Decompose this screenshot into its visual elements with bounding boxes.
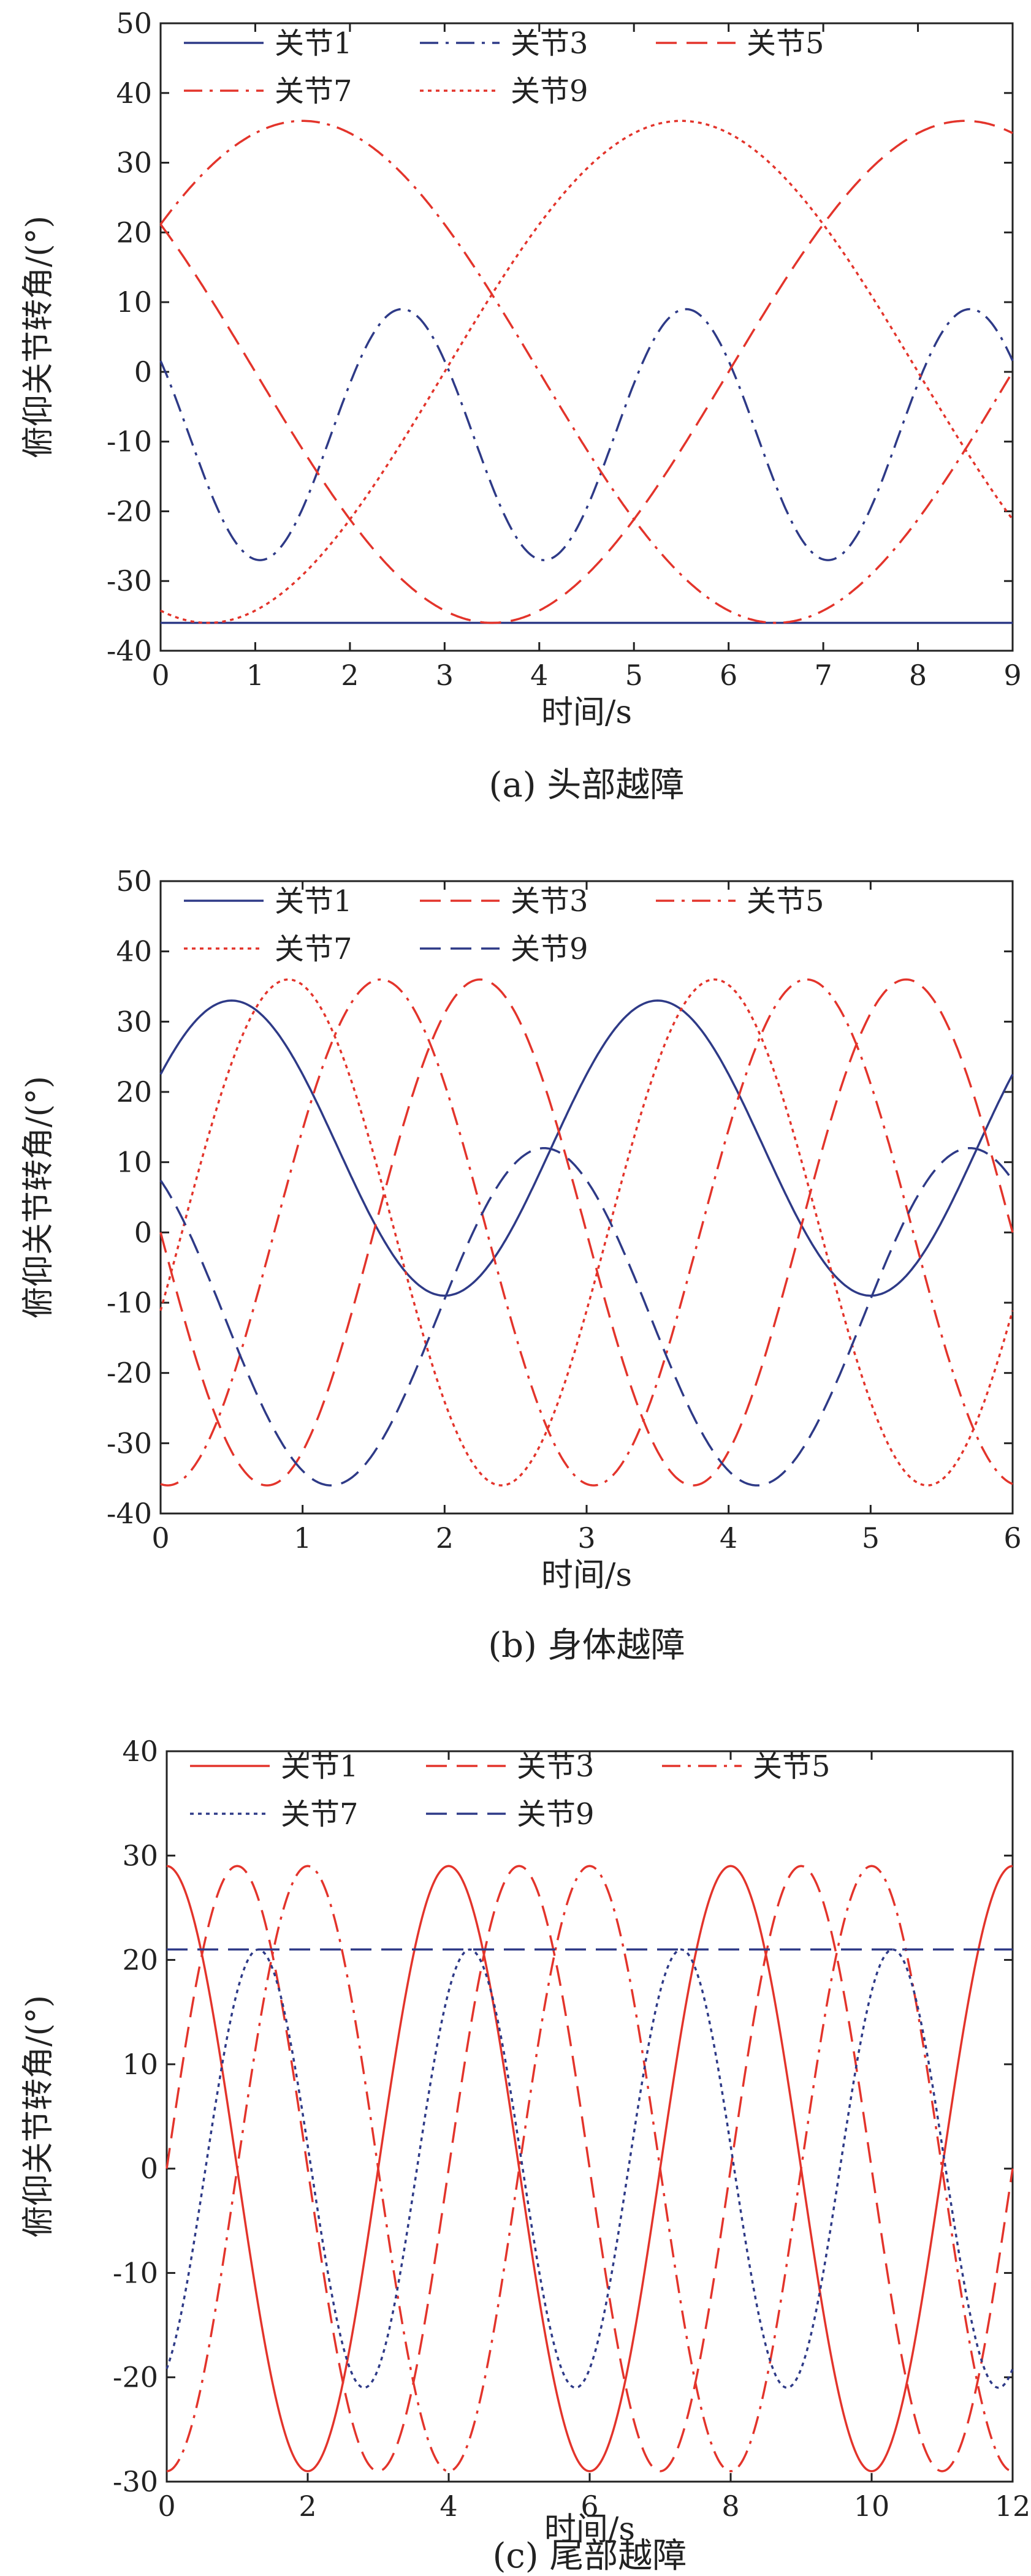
y-tick-label: -20 [107,494,152,528]
y-tick-label: -30 [113,2465,158,2498]
y-tick-label: 30 [116,1005,152,1038]
panel-caption: (b) 身体越障 [488,1626,685,1665]
y-tick-label: 40 [122,1735,158,1768]
series-line-1 [159,999,1014,1297]
x-tick-label: 4 [530,659,548,692]
y-tick-label: 10 [116,1146,152,1179]
x-tick-label: 12 [995,2490,1031,2523]
x-tick-label: 6 [580,2490,598,2523]
x-tick-label: 5 [625,659,643,692]
x-tick-label: 2 [436,1521,454,1555]
y-tick-label: -30 [107,564,152,597]
panel-caption: (c) 尾部越障 [493,2536,687,2576]
legend-label: 关节9 [517,1797,595,1832]
x-tick-label: 3 [436,659,454,692]
y-axis-label: 俯仰关节转角/(°) [20,216,57,458]
legend-label: 关节5 [747,884,824,919]
chart-panel-2: 0 2 4 6 8 10 12 -30 -20 -10 0 10 20 30 40 关节1 关节3 关节5 关节7 关… [20,1735,1030,2576]
series-line-3 [159,119,1013,624]
y-tick-label: 40 [116,77,152,110]
series-line-4 [165,1948,1014,2389]
y-tick-label: 30 [116,146,152,180]
y-tick-label: 50 [116,7,152,40]
y-axis-label: 俯仰关节转角/(°) [20,1076,57,1319]
series-line-2 [159,978,1014,1487]
x-tick-label: 4 [720,1521,737,1555]
x-tick-label: 1 [294,1521,311,1555]
y-tick-label: -20 [107,1357,152,1390]
y-axis-label: 俯仰关节转角/(°) [20,1995,57,2238]
y-tick-label: 30 [122,1839,158,1872]
x-tick-label: 8 [721,2490,739,2523]
x-tick-label: 4 [439,2490,457,2523]
series-line-3 [166,1865,1013,2472]
x-tick-label: 5 [862,1521,880,1555]
series-line-5 [159,1146,1014,1487]
y-tick-label: 10 [122,2048,158,2081]
chart-panel-0: 0 1 2 3 4 5 6 7 8 9 -40 -30 -20 -10 0 10 20 30 40 50 关节1 关节3 关… [20,7,1022,805]
legend-label: 关节5 [753,1749,831,1784]
y-tick-label: 10 [116,286,152,319]
legend-label: 关节7 [275,74,352,108]
legend-label: 关节3 [511,26,588,61]
x-tick-label: 0 [158,2490,175,2523]
x-axis-label: 时间/s [544,2511,635,2548]
legend-label: 关节7 [275,932,352,966]
y-tick-label: -10 [113,2256,158,2289]
legend-label: 关节9 [511,932,588,966]
chart-panel-1: 0 1 2 3 4 5 6 -40 -30 -20 -10 0 10 20 30 40 50 关节1 关节3 关节5 关… [20,865,1022,1665]
x-tick-label: 2 [341,659,359,692]
x-axis-label: 时间/s [541,1557,632,1594]
y-tick-label: -20 [113,2361,158,2394]
x-tick-label: 8 [909,659,927,692]
series-line-1 [166,1865,1013,2472]
legend-label: 关节1 [275,26,352,61]
y-tick-label: -30 [107,1426,152,1460]
legend-label: 关节3 [517,1749,595,1784]
x-tick-label: 2 [299,2490,316,2523]
x-tick-label: 10 [854,2490,890,2523]
x-tick-label: 0 [151,659,169,692]
y-tick-label: 0 [134,355,152,388]
legend-label: 关节5 [747,26,824,61]
y-tick-label: 20 [122,1944,158,1977]
series-line-2 [165,1865,1014,2472]
x-tick-label: 6 [720,659,737,692]
y-tick-label: -10 [107,1286,152,1319]
series-line-4 [159,978,1014,1487]
series-line-4 [159,119,1014,624]
legend-label: 关节9 [511,74,588,108]
legend-label: 关节1 [275,884,352,919]
series-line-5 [160,119,1014,624]
x-tick-label: 1 [246,659,264,692]
plot-frame [165,1750,1014,2483]
x-tick-label: 7 [814,659,832,692]
series-line-3 [160,978,1013,1487]
y-tick-label: -40 [107,1497,152,1530]
y-tick-label: -10 [107,425,152,458]
legend-label: 关节1 [281,1749,359,1784]
x-axis-label: 时间/s [541,694,632,731]
y-tick-label: 0 [134,1216,152,1249]
y-tick-label: 50 [116,865,152,898]
legend-label: 关节3 [511,884,588,919]
y-tick-label: 40 [116,935,152,968]
y-tick-label: 20 [116,216,152,249]
series-line-2 [159,308,1014,561]
x-tick-label: 9 [1003,659,1021,692]
plot-frame [159,22,1014,652]
y-tick-label: -40 [107,634,152,667]
x-tick-label: 3 [577,1521,595,1555]
panel-caption: (a) 头部越障 [489,765,685,805]
y-tick-label: 0 [140,2152,158,2185]
x-tick-label: 0 [151,1521,169,1555]
x-tick-label: 6 [1003,1521,1021,1555]
legend-label: 关节7 [281,1797,359,1832]
y-tick-label: 20 [116,1075,152,1108]
plot-frame [159,880,1014,1515]
